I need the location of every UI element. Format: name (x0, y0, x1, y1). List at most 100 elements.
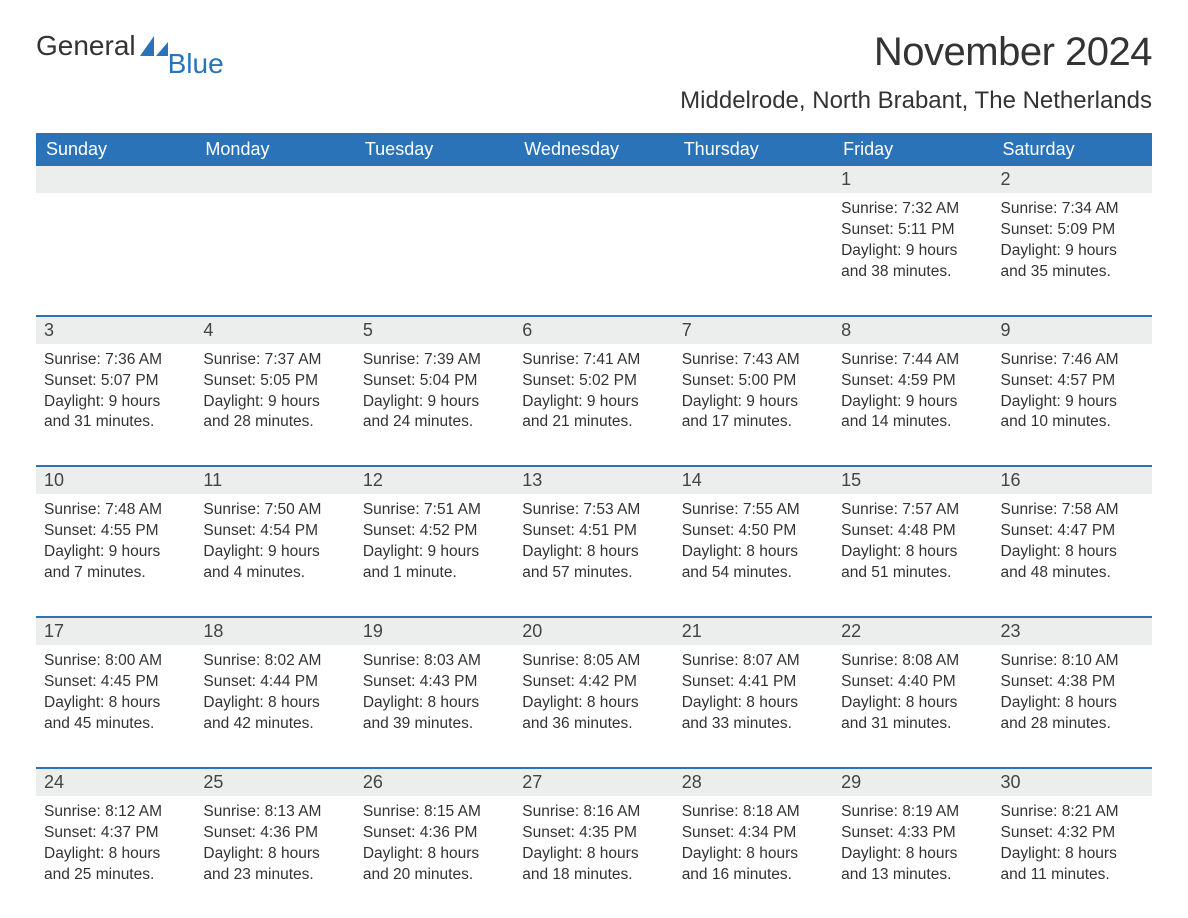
daylight-line-1: Daylight: 9 hours (1001, 392, 1144, 413)
day-details: Sunrise: 7:36 AMSunset: 5:07 PMDaylight:… (36, 344, 195, 434)
calendar-day: 30Sunrise: 8:21 AMSunset: 4:32 PMDayligh… (993, 769, 1152, 900)
calendar-day: 13Sunrise: 7:53 AMSunset: 4:51 PMDayligh… (514, 467, 673, 598)
day-number: 28 (674, 769, 833, 796)
calendar-day: 6Sunrise: 7:41 AMSunset: 5:02 PMDaylight… (514, 317, 673, 448)
day-details: Sunrise: 8:13 AMSunset: 4:36 PMDaylight:… (195, 796, 354, 886)
sunset-text: Sunset: 4:45 PM (44, 672, 187, 693)
calendar-day (355, 166, 514, 297)
calendar-day: 22Sunrise: 8:08 AMSunset: 4:40 PMDayligh… (833, 618, 992, 749)
sunset-text: Sunset: 4:35 PM (522, 823, 665, 844)
day-details (195, 193, 354, 281)
calendar-day: 17Sunrise: 8:00 AMSunset: 4:45 PMDayligh… (36, 618, 195, 749)
dow-thursday: Thursday (674, 133, 833, 166)
daylight-line-1: Daylight: 9 hours (363, 542, 506, 563)
day-details (674, 193, 833, 281)
day-number: 5 (355, 317, 514, 344)
daylight-line-1: Daylight: 8 hours (203, 844, 346, 865)
day-details: Sunrise: 7:57 AMSunset: 4:48 PMDaylight:… (833, 494, 992, 584)
day-details: Sunrise: 7:41 AMSunset: 5:02 PMDaylight:… (514, 344, 673, 434)
calendar-week: 3Sunrise: 7:36 AMSunset: 5:07 PMDaylight… (36, 315, 1152, 448)
daylight-line-1: Daylight: 9 hours (522, 392, 665, 413)
dow-friday: Friday (833, 133, 992, 166)
day-details: Sunrise: 8:00 AMSunset: 4:45 PMDaylight:… (36, 645, 195, 735)
daylight-line-1: Daylight: 8 hours (44, 693, 187, 714)
daylight-line-2: and 17 minutes. (682, 412, 825, 433)
day-details: Sunrise: 8:21 AMSunset: 4:32 PMDaylight:… (993, 796, 1152, 886)
day-details: Sunrise: 7:55 AMSunset: 4:50 PMDaylight:… (674, 494, 833, 584)
daylight-line-2: and 54 minutes. (682, 563, 825, 584)
sunset-text: Sunset: 4:33 PM (841, 823, 984, 844)
day-number: 2 (993, 166, 1152, 193)
sunrise-text: Sunrise: 8:05 AM (522, 651, 665, 672)
sunset-text: Sunset: 4:32 PM (1001, 823, 1144, 844)
calendar-day: 10Sunrise: 7:48 AMSunset: 4:55 PMDayligh… (36, 467, 195, 598)
daylight-line-2: and 35 minutes. (1001, 262, 1144, 283)
daylight-line-1: Daylight: 8 hours (682, 542, 825, 563)
daylight-line-2: and 4 minutes. (203, 563, 346, 584)
day-details: Sunrise: 8:03 AMSunset: 4:43 PMDaylight:… (355, 645, 514, 735)
day-number: 25 (195, 769, 354, 796)
calendar-day: 27Sunrise: 8:16 AMSunset: 4:35 PMDayligh… (514, 769, 673, 900)
daylight-line-2: and 31 minutes. (44, 412, 187, 433)
daylight-line-1: Daylight: 8 hours (522, 542, 665, 563)
day-number: 20 (514, 618, 673, 645)
day-number (36, 166, 195, 193)
day-details: Sunrise: 8:18 AMSunset: 4:34 PMDaylight:… (674, 796, 833, 886)
day-details: Sunrise: 8:02 AMSunset: 4:44 PMDaylight:… (195, 645, 354, 735)
sunrise-text: Sunrise: 7:43 AM (682, 350, 825, 371)
daylight-line-1: Daylight: 9 hours (203, 392, 346, 413)
day-details: Sunrise: 7:48 AMSunset: 4:55 PMDaylight:… (36, 494, 195, 584)
daylight-line-1: Daylight: 9 hours (203, 542, 346, 563)
sunrise-text: Sunrise: 8:18 AM (682, 802, 825, 823)
day-details: Sunrise: 8:07 AMSunset: 4:41 PMDaylight:… (674, 645, 833, 735)
sunset-text: Sunset: 4:36 PM (203, 823, 346, 844)
sunrise-text: Sunrise: 7:36 AM (44, 350, 187, 371)
day-number: 14 (674, 467, 833, 494)
day-number: 15 (833, 467, 992, 494)
sunrise-text: Sunrise: 7:53 AM (522, 500, 665, 521)
day-details: Sunrise: 7:44 AMSunset: 4:59 PMDaylight:… (833, 344, 992, 434)
day-number: 13 (514, 467, 673, 494)
daylight-line-1: Daylight: 8 hours (1001, 844, 1144, 865)
sunrise-text: Sunrise: 8:15 AM (363, 802, 506, 823)
calendar-week: 17Sunrise: 8:00 AMSunset: 4:45 PMDayligh… (36, 616, 1152, 749)
daylight-line-1: Daylight: 8 hours (1001, 542, 1144, 563)
day-details: Sunrise: 8:10 AMSunset: 4:38 PMDaylight:… (993, 645, 1152, 735)
sunrise-text: Sunrise: 7:41 AM (522, 350, 665, 371)
day-number: 17 (36, 618, 195, 645)
brand-word-2: Blue (168, 48, 224, 80)
month-title: November 2024 (680, 30, 1152, 75)
daylight-line-2: and 28 minutes. (203, 412, 346, 433)
daylight-line-1: Daylight: 8 hours (841, 693, 984, 714)
daylight-line-2: and 45 minutes. (44, 714, 187, 735)
daylight-line-2: and 16 minutes. (682, 865, 825, 886)
calendar-day: 2Sunrise: 7:34 AMSunset: 5:09 PMDaylight… (993, 166, 1152, 297)
sunrise-text: Sunrise: 7:44 AM (841, 350, 984, 371)
day-number: 11 (195, 467, 354, 494)
sunset-text: Sunset: 5:09 PM (1001, 220, 1144, 241)
daylight-line-1: Daylight: 9 hours (841, 392, 984, 413)
calendar-day: 23Sunrise: 8:10 AMSunset: 4:38 PMDayligh… (993, 618, 1152, 749)
day-details: Sunrise: 7:43 AMSunset: 5:00 PMDaylight:… (674, 344, 833, 434)
daylight-line-2: and 48 minutes. (1001, 563, 1144, 584)
sunset-text: Sunset: 4:48 PM (841, 521, 984, 542)
calendar-day: 26Sunrise: 8:15 AMSunset: 4:36 PMDayligh… (355, 769, 514, 900)
sunrise-text: Sunrise: 8:19 AM (841, 802, 984, 823)
calendar-day: 14Sunrise: 7:55 AMSunset: 4:50 PMDayligh… (674, 467, 833, 598)
sunset-text: Sunset: 4:40 PM (841, 672, 984, 693)
daylight-line-2: and 25 minutes. (44, 865, 187, 886)
sunset-text: Sunset: 4:36 PM (363, 823, 506, 844)
sunrise-text: Sunrise: 7:39 AM (363, 350, 506, 371)
sunrise-text: Sunrise: 8:10 AM (1001, 651, 1144, 672)
calendar-week: 24Sunrise: 8:12 AMSunset: 4:37 PMDayligh… (36, 767, 1152, 900)
sunset-text: Sunset: 5:00 PM (682, 371, 825, 392)
sunset-text: Sunset: 4:50 PM (682, 521, 825, 542)
sunset-text: Sunset: 4:42 PM (522, 672, 665, 693)
calendar-day: 19Sunrise: 8:03 AMSunset: 4:43 PMDayligh… (355, 618, 514, 749)
sunset-text: Sunset: 4:38 PM (1001, 672, 1144, 693)
calendar-day: 5Sunrise: 7:39 AMSunset: 5:04 PMDaylight… (355, 317, 514, 448)
daylight-line-2: and 10 minutes. (1001, 412, 1144, 433)
calendar-day: 9Sunrise: 7:46 AMSunset: 4:57 PMDaylight… (993, 317, 1152, 448)
location-subtitle: Middelrode, North Brabant, The Netherlan… (680, 87, 1152, 115)
day-details: Sunrise: 8:16 AMSunset: 4:35 PMDaylight:… (514, 796, 673, 886)
